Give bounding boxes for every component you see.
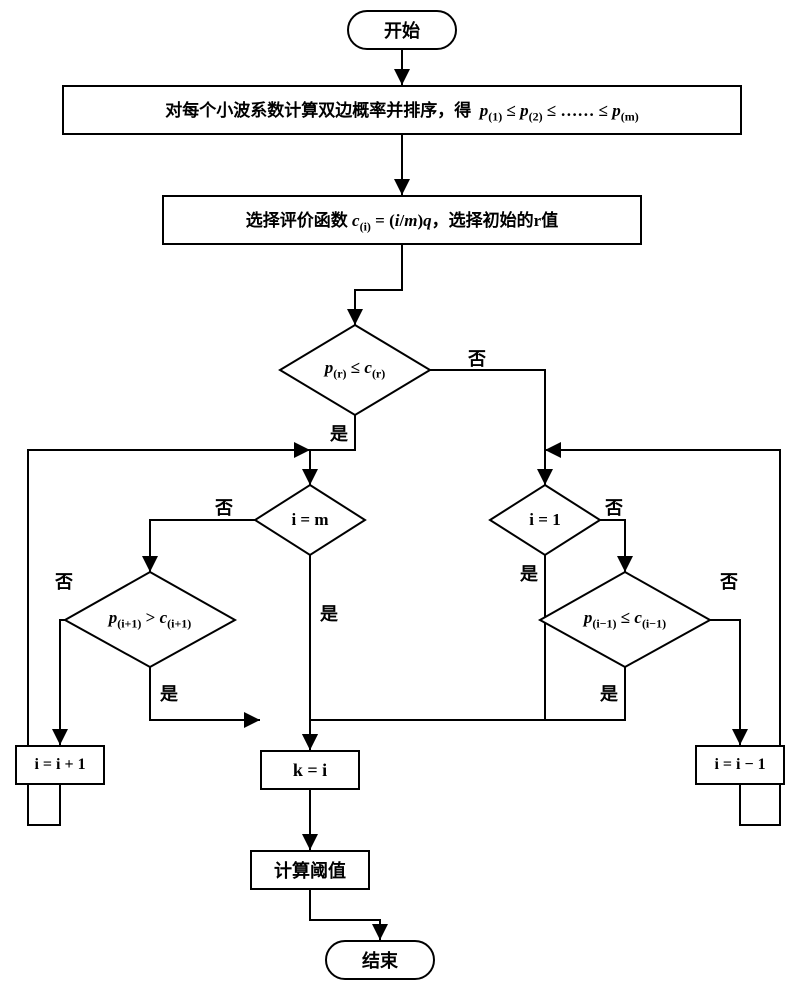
cmp-r-no-label: 否 (468, 345, 486, 371)
is-1-label: i = 1 (523, 510, 567, 530)
cmp-im1-yes-label: 是 (600, 680, 618, 706)
cmp-ip1-yes-label: 是 (160, 680, 178, 706)
calc-sort-text: 对每个小波系数计算双边概率并排序，得 p(1) ≤ p(2) ≤ …… ≤ p(… (165, 96, 639, 124)
cmp-im1-label: p(i−1) ≤ c(i−1) (560, 608, 690, 632)
cmp-im1-no-label: 否 (720, 568, 738, 594)
is-m-no-label: 否 (215, 494, 233, 520)
is-m-yes-label: 是 (320, 600, 338, 626)
k-eq-i-process: k = i (260, 750, 360, 790)
flowchart-arrows (0, 0, 804, 1000)
calc-thresh-process: 计算阈值 (250, 850, 370, 890)
cmp-r-label: p(r) ≤ c(r) (300, 358, 410, 382)
is-1-no-label: 否 (605, 494, 623, 520)
dec-i-process: i = i − 1 (695, 745, 785, 785)
is-m-label: i = m (285, 510, 335, 530)
inc-i-process: i = i + 1 (15, 745, 105, 785)
cmp-ip1-label: p(i+1) > c(i+1) (85, 608, 215, 632)
select-fn-text: 选择评价函数 c(i) = (i/m)q，选择初始的r值 (246, 206, 558, 234)
start-terminal: 开始 (347, 10, 457, 50)
is-1-yes-label: 是 (520, 560, 538, 586)
select-fn-process: 选择评价函数 c(i) = (i/m)q，选择初始的r值 (162, 195, 642, 245)
cmp-r-yes-label: 是 (330, 420, 348, 446)
end-terminal: 结束 (325, 940, 435, 980)
cmp-ip1-no-label: 否 (55, 568, 73, 594)
calc-sort-process: 对每个小波系数计算双边概率并排序，得 p(1) ≤ p(2) ≤ …… ≤ p(… (62, 85, 742, 135)
